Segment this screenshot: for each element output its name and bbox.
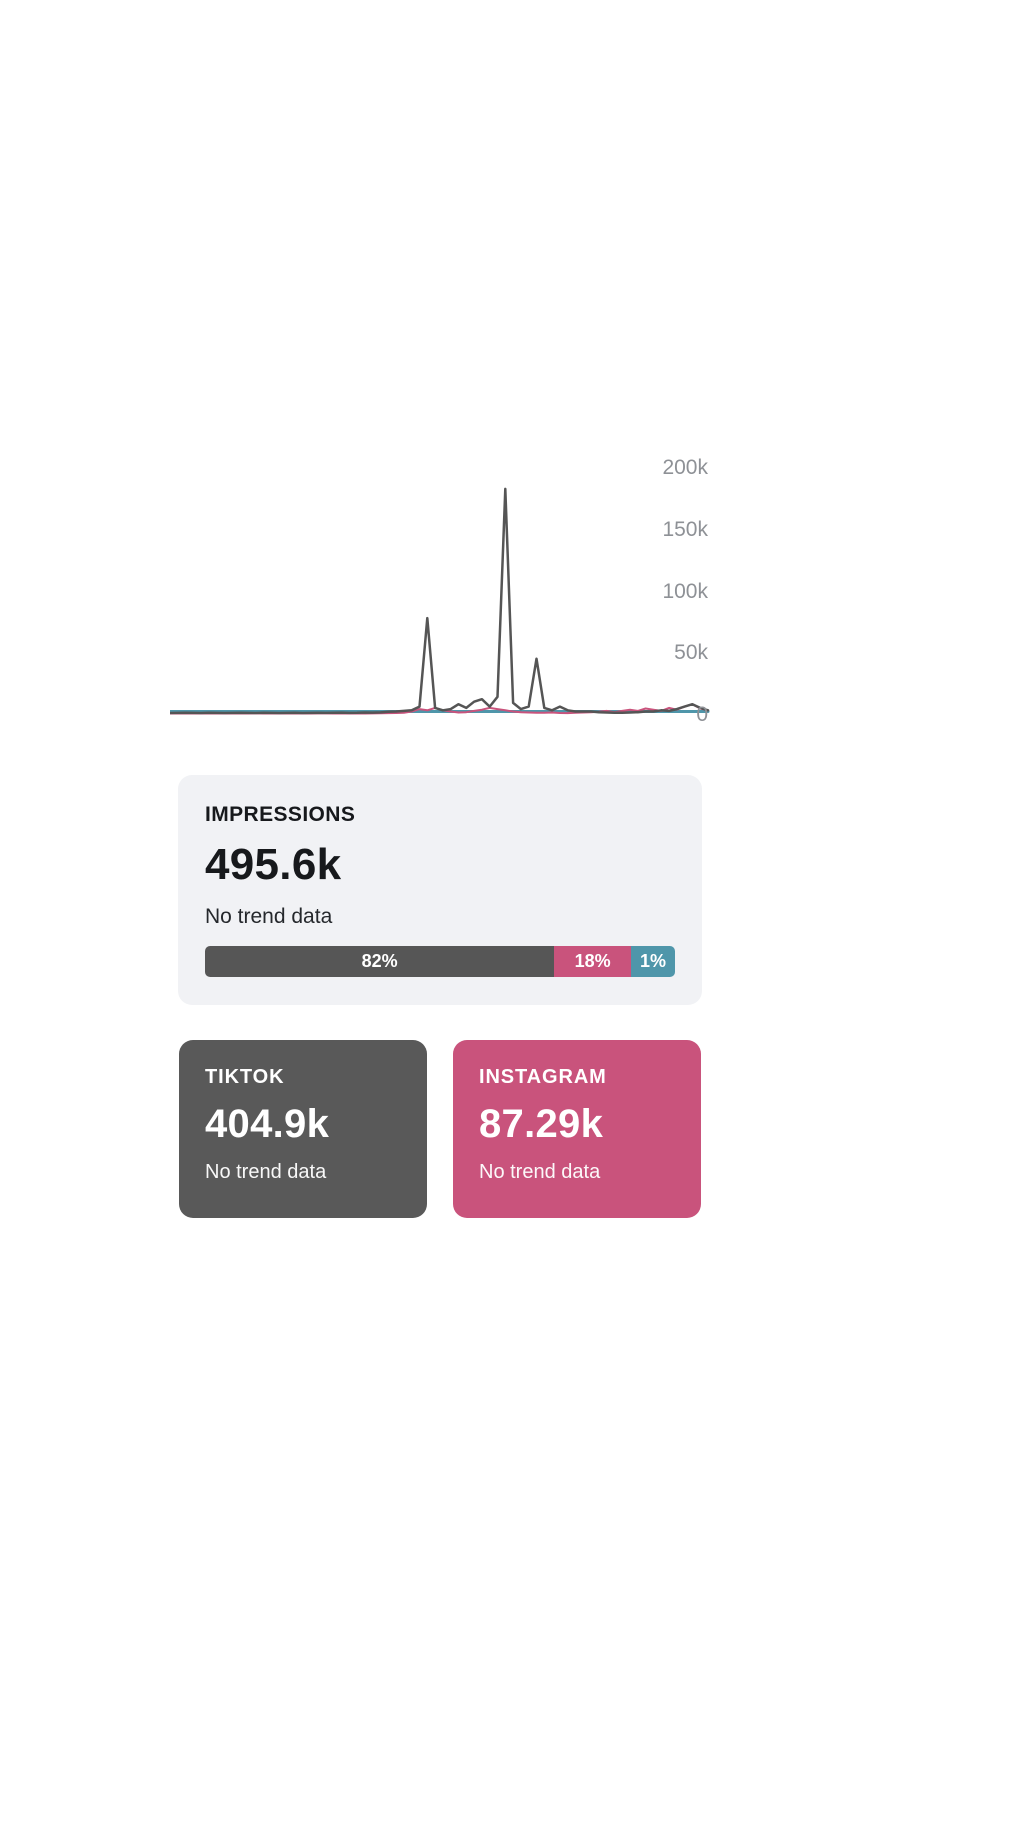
impressions-card[interactable]: IMPRESSIONS 495.6k No trend data 82% 18%…	[178, 775, 702, 1005]
share-segment-other-label: 1%	[639, 951, 666, 971]
instagram-card-title: INSTAGRAM	[479, 1066, 607, 1088]
tiktok-card[interactable]: TIKTOK 404.9k No trend data	[179, 1040, 427, 1218]
platform-share-bar: 82% 18% 1%	[205, 946, 675, 977]
tiktok-trend-text: No trend data	[205, 1161, 327, 1183]
share-segment-other: 1%	[631, 946, 675, 977]
impressions-chart-svg	[170, 487, 710, 715]
y-axis-label-200k: 200k	[662, 456, 708, 479]
share-segment-instagram-label: 18%	[574, 951, 611, 971]
y-axis-label-100k: 100k	[662, 580, 708, 603]
instagram-card[interactable]: INSTAGRAM 87.29k No trend data	[453, 1040, 701, 1218]
tiktok-card-title: TIKTOK	[205, 1066, 285, 1088]
y-axis-label-0: 0	[696, 703, 708, 726]
y-axis-label-50k: 50k	[674, 641, 708, 664]
instagram-value: 87.29k	[479, 1102, 604, 1146]
y-axis-label-150k: 150k	[662, 518, 708, 541]
impressions-value: 495.6k	[205, 840, 342, 889]
instagram-trend-text: No trend data	[479, 1161, 601, 1183]
platform-cards-row: TIKTOK 404.9k No trend data INSTAGRAM 87…	[179, 1040, 701, 1218]
tiktok-value: 404.9k	[205, 1102, 330, 1146]
impressions-card-title: IMPRESSIONS	[205, 803, 356, 826]
share-segment-instagram: 18%	[554, 946, 631, 977]
share-segment-tiktok-label: 82%	[361, 951, 398, 971]
share-segment-tiktok: 82%	[205, 946, 555, 977]
impressions-chart: 200k 150k 100k 50k 0	[170, 430, 710, 730]
impressions-trend-text: No trend data	[205, 905, 333, 928]
